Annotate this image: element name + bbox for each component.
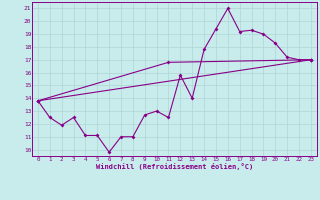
X-axis label: Windchill (Refroidissement éolien,°C): Windchill (Refroidissement éolien,°C) — [96, 163, 253, 170]
